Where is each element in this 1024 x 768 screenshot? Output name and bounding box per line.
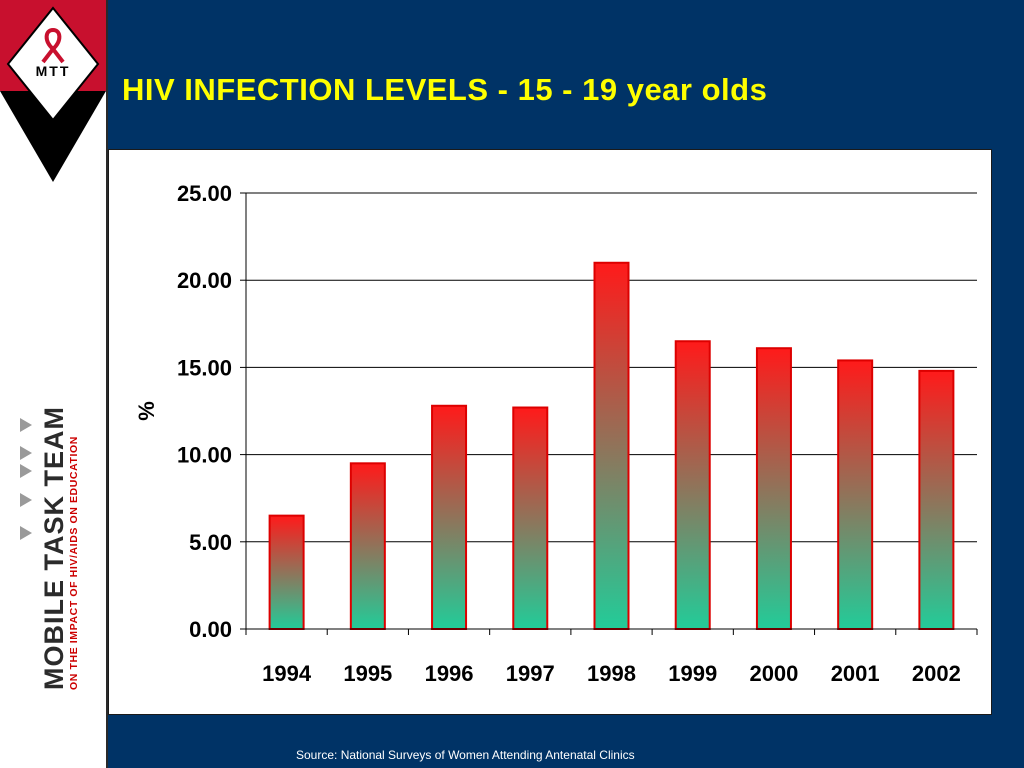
logo-text: MTT [36,63,71,79]
x-tick-label: 1994 [262,661,312,686]
bar-1995 [349,462,386,630]
mtt-logo: MTT [0,0,106,182]
bar-2001 [837,359,874,630]
slide-title: HIV INFECTION LEVELS - 15 - 19 year olds [122,72,768,107]
x-tick-label: 2001 [831,661,880,686]
x-tick-label: 1999 [668,661,717,686]
sidebar: MTT MOBILE TASK TEAM ON THE IMPACT OF HI… [0,0,106,768]
source-note: Source: National Surveys of Women Attend… [296,748,635,762]
bar-1997 [512,406,549,630]
brand-tagline: ON THE IMPACT OF HIV/AIDS ON EDUCATION [68,436,80,690]
bar-1998 [593,261,630,630]
x-tick-label: 1995 [343,661,392,686]
bar-1994 [268,514,305,631]
y-tick-label: 0.00 [189,617,232,642]
y-axis-label: % [134,401,159,421]
bar-1996 [431,404,468,630]
bar-chart: 0.00 5.00 10.00 15.00 20.00 25.00 1994 1995 1996… [134,181,978,686]
x-tick-label: 2002 [912,661,961,686]
x-tick-label: 2000 [749,661,798,686]
bar-2002 [918,369,955,630]
y-tick-label: 5.00 [189,530,232,555]
arrow-icon-5 [20,526,32,540]
aids-ribbon-icon [41,27,65,64]
arrow-icon-2 [20,446,32,460]
arrow-icon-3 [20,464,32,478]
chart-panel: 0.00 5.00 10.00 15.00 20.00 25.00 1994 1995 1996… [108,149,992,715]
x-tick-label: 1998 [587,661,636,686]
y-tick-label: 20.00 [177,268,232,293]
bar-2000 [755,347,792,630]
arrow-icon-1 [20,418,32,432]
x-tick-label: 1997 [506,661,555,686]
brand-text: MOBILE TASK TEAM ON THE IMPACT OF HIV/AI… [39,406,81,690]
y-tick-label: 25.00 [177,181,232,206]
brand-name: MOBILE TASK TEAM [39,406,69,690]
x-tick-label: 1996 [425,661,474,686]
bar-1999 [674,340,711,631]
arrow-icon-4 [20,493,32,507]
y-tick-label: 15.00 [177,355,232,380]
y-tick-label: 10.00 [177,443,232,468]
